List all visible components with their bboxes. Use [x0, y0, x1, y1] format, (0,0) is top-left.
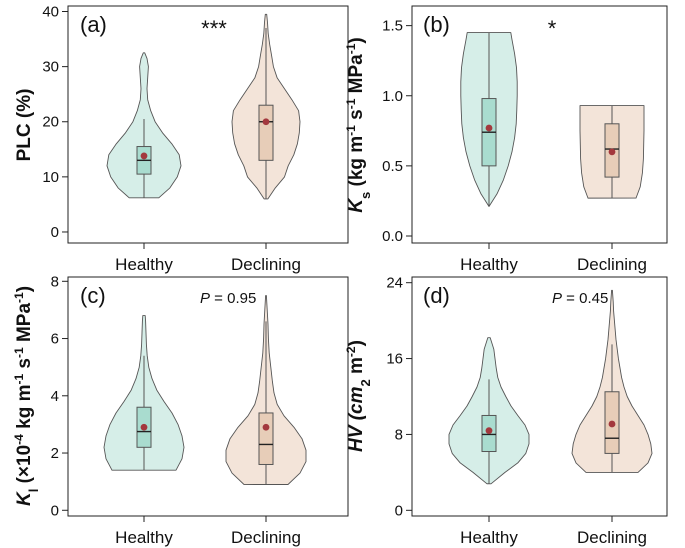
- mean-point: [140, 423, 148, 431]
- plot-frame: [411, 5, 668, 244]
- y-tick-label: 6: [51, 331, 59, 348]
- panel-label: (c): [80, 283, 106, 308]
- plot-frame: [67, 5, 349, 244]
- p-value-annotation: P = 0.95: [200, 290, 256, 307]
- mean-point: [262, 423, 270, 431]
- x-tick-label-healthy: Healthy: [115, 528, 173, 547]
- y-axis-title: HV (cm2 m-2): [344, 340, 373, 452]
- violin-healthy: [103, 315, 185, 471]
- x-tick-label-declining: Declining: [577, 528, 647, 547]
- mean-point: [485, 124, 493, 132]
- y-tick-label: 40: [42, 4, 59, 21]
- y-tick-label: 0.5: [382, 158, 403, 175]
- y-tick-label: 0.0: [382, 228, 403, 245]
- y-tick-label: 10: [42, 169, 59, 186]
- x-tick-label-healthy: Healthy: [460, 528, 518, 547]
- p-value-annotation: P = 0.45: [552, 290, 608, 307]
- panel-label: (b): [423, 12, 450, 37]
- y-axis-title: Kl (×10-4 kg m-1 s-1 MPa-1): [12, 286, 41, 506]
- violin-declining: [579, 105, 645, 199]
- x-tick-label-healthy: Healthy: [115, 255, 173, 274]
- y-tick-label: 20: [42, 114, 59, 131]
- significance-stars: *: [548, 16, 557, 41]
- y-tick-label: 0: [51, 224, 59, 241]
- y-tick-label: 4: [51, 388, 59, 405]
- violin-declining: [571, 289, 653, 473]
- y-axis-title: PLC (%): [14, 89, 35, 162]
- iqr-box: [258, 412, 274, 465]
- mean-point: [140, 152, 148, 160]
- y-tick-label: 1.0: [382, 88, 403, 105]
- violin-healthy: [448, 337, 530, 485]
- y-tick-label: 8: [395, 426, 403, 443]
- x-tick-label-healthy: Healthy: [460, 255, 518, 274]
- y-tick-label: 8: [51, 273, 59, 290]
- y-tick-label: 1.5: [382, 18, 403, 35]
- x-tick-label-declining: Declining: [231, 255, 301, 274]
- plot-frame: [411, 276, 668, 517]
- panel-d: 0 8 16 24 Healthy Declining (d) P = 0.45 HV (cm2…: [344, 275, 668, 547]
- y-tick-label: 16: [386, 351, 403, 368]
- violin-healthy: [106, 52, 182, 199]
- y-tick-label: 0: [395, 502, 403, 519]
- panel-label: (a): [80, 12, 107, 37]
- significance-stars: ***: [201, 16, 227, 41]
- violin-declining: [225, 295, 307, 485]
- mean-point: [608, 420, 616, 428]
- plot-frame: [67, 276, 349, 517]
- y-tick-label: 0: [51, 502, 59, 519]
- iqr-box: [258, 104, 274, 161]
- violin-healthy: [460, 32, 518, 207]
- y-axis-title: Ks (kg m-1 s-1 MPa-1): [344, 37, 373, 212]
- panel-a: 0 10 20 30 40 Healthy Declining (a) *** PLC (%): [14, 4, 349, 274]
- panel-c: 0 2 4 6 8 Healthy Declining (c) P = 0.95 Kl (×10-…: [12, 273, 349, 547]
- y-tick-label: 30: [42, 59, 59, 76]
- x-tick-label-declining: Declining: [577, 255, 647, 274]
- panel-b: 0.0 0.5 1.0 1.5 Healthy Declining (b) * Ks (kg m…: [344, 5, 668, 274]
- y-tick-label: 24: [386, 275, 403, 292]
- x-tick-label-declining: Declining: [231, 528, 301, 547]
- mean-point: [262, 118, 270, 126]
- mean-point: [485, 427, 493, 435]
- y-tick-label: 2: [51, 445, 59, 462]
- violin-declining: [231, 13, 301, 200]
- panel-label: (d): [423, 283, 450, 308]
- mean-point: [608, 148, 616, 156]
